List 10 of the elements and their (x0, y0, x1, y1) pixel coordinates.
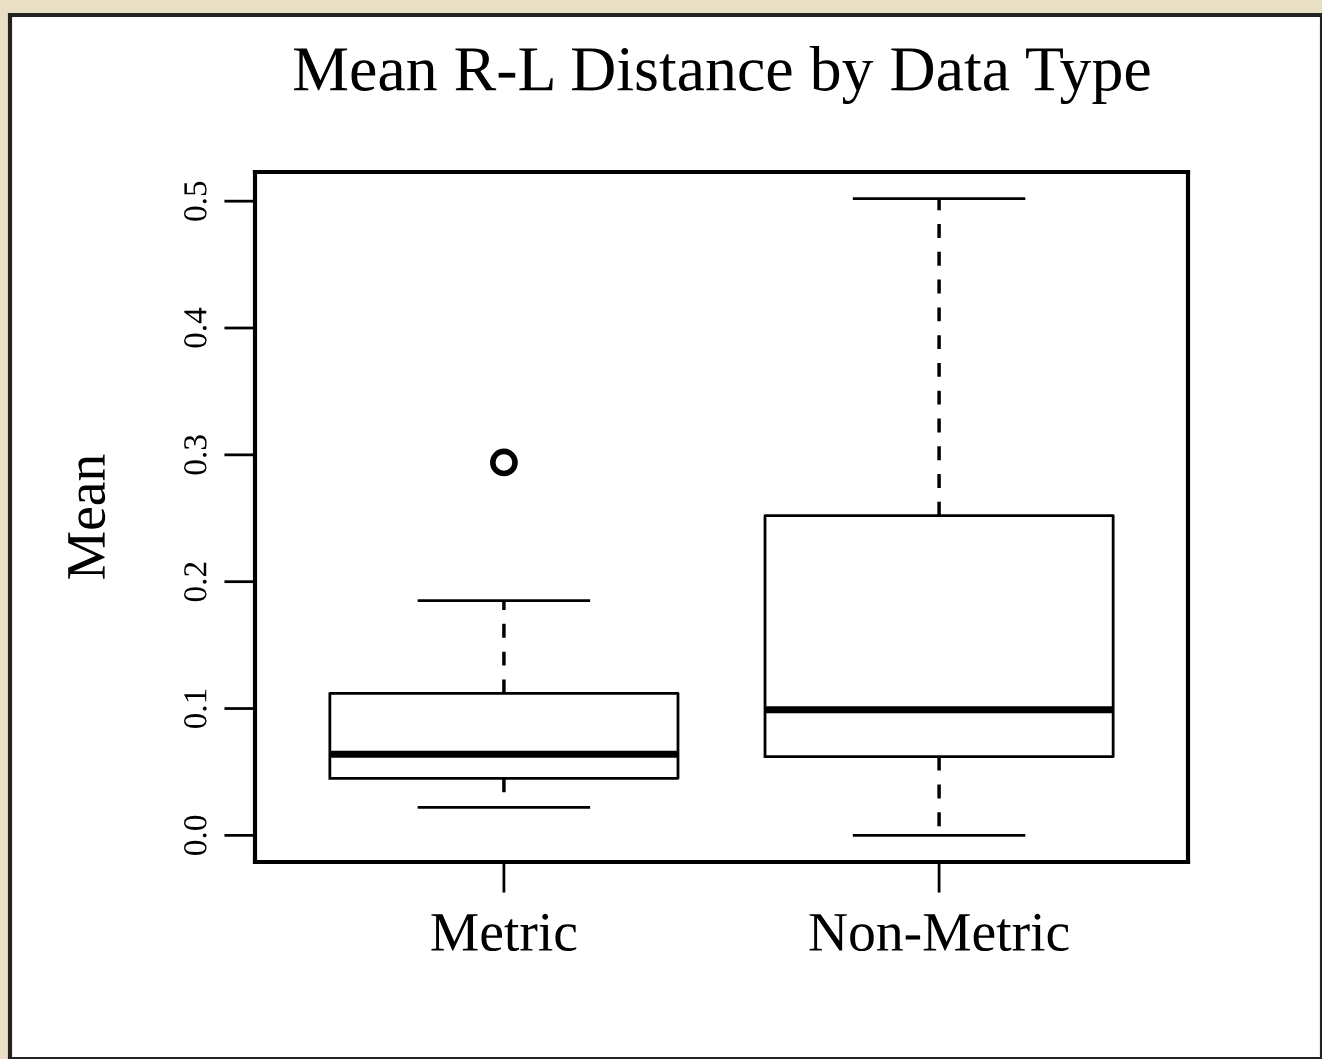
y-tick-label: 0.2 (184, 562, 207, 602)
x-tick-label: Metric (431, 913, 577, 952)
y-axis-title: Mean (68, 454, 106, 579)
y-tick-label: 0.1 (184, 689, 207, 729)
y-tick-label: 0.5 (184, 181, 207, 221)
x-tick-label: Non-Metric (809, 913, 1069, 952)
chart-title: Mean R-L Distance by Data Type (294, 45, 1150, 105)
y-tick-label: 0.4 (184, 307, 207, 348)
y-tick-label: 0.0 (184, 815, 207, 855)
y-tick-label: 0.3 (184, 435, 207, 475)
